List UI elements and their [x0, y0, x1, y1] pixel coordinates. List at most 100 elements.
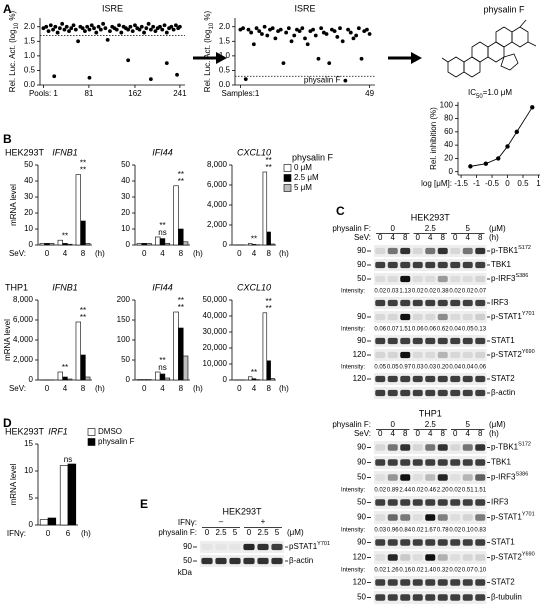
row-label: IRF3 [491, 498, 509, 507]
y-tick-label: 200 [117, 295, 131, 304]
band [475, 539, 486, 546]
row-label: p-TBK1S172 [491, 442, 531, 452]
band [450, 594, 461, 601]
x-tick-label: 0 [45, 384, 50, 393]
bar [164, 377, 170, 381]
row-label: p-STAT1Y701 [491, 512, 535, 522]
mw-marker: 90 [357, 246, 366, 255]
bar [62, 243, 68, 246]
point [281, 61, 286, 66]
point [483, 161, 489, 166]
band [425, 474, 436, 481]
band [257, 543, 269, 551]
point [144, 26, 149, 31]
y-tick-label: 30 [121, 192, 130, 201]
row-label: p-STAT2Y690 [491, 552, 535, 562]
intensity-value: 0.03 [387, 289, 399, 295]
panel-label: D [3, 416, 12, 430]
mw-marker: 120 [353, 374, 367, 383]
band [425, 539, 436, 546]
x-tick-label: 0 [237, 249, 242, 258]
y-tick-label: 100 [440, 100, 454, 109]
intensity-value: 0.04 [449, 365, 461, 371]
intensity-value: 0.02 [449, 289, 461, 295]
chart-title: CXCL10 [237, 147, 271, 157]
bar [178, 327, 184, 381]
point [126, 27, 131, 32]
band [450, 474, 461, 481]
band [437, 275, 448, 283]
panel-label: A [3, 2, 12, 16]
point [151, 24, 156, 29]
band [425, 275, 436, 283]
band [201, 543, 213, 551]
significance: ** [266, 304, 272, 313]
label-part: 10 [14, 22, 20, 29]
band [412, 261, 423, 269]
point [514, 129, 519, 135]
dose-unit: (μM) [489, 224, 506, 233]
chart-title: IFNB1 [52, 147, 78, 157]
band [387, 337, 398, 345]
x-tick-label: 0 [237, 384, 242, 393]
label-part: 50 [476, 94, 483, 100]
x-axis-label: SeV: [9, 249, 26, 258]
dose-unit: (μM) [489, 420, 506, 429]
x-tick-label: 4 [252, 249, 257, 258]
band [437, 375, 448, 383]
y-tick-label: 30 [24, 192, 33, 201]
mw-marker: 120 [353, 578, 367, 587]
x-tick-label: 8 [81, 384, 86, 393]
y-tick-label: 20 [121, 208, 130, 217]
dose-label: 2.5 [425, 420, 437, 429]
bond [527, 41, 537, 47]
band [400, 539, 411, 546]
significance: ** [62, 231, 68, 240]
band [437, 389, 448, 397]
significance: ns [158, 363, 166, 372]
band [387, 539, 398, 546]
point [83, 29, 87, 34]
mw-marker: 50 [357, 473, 366, 482]
mw-unit: kDa [178, 568, 193, 577]
intensity-value: 0.04 [449, 327, 461, 333]
chart-title: IFI44 [152, 282, 173, 292]
band [412, 247, 423, 255]
point [41, 26, 46, 31]
bar [80, 354, 86, 381]
y-tick-label: 0 [126, 375, 131, 384]
legend-swatch [87, 428, 96, 436]
dose-label: 2.5 [257, 528, 269, 537]
intensity-value: 0.05 [387, 365, 399, 371]
panel-label: B [3, 132, 12, 146]
point [343, 78, 348, 83]
band [425, 594, 436, 601]
x-tick-label: 0 [45, 249, 50, 258]
x-axis-unit: (h) [279, 249, 289, 258]
cell-line: THP1 [5, 282, 28, 292]
point [365, 27, 369, 32]
bar [39, 243, 45, 246]
point [273, 36, 278, 41]
significance: ** [80, 313, 86, 322]
intensity-value: 2.20 [437, 488, 449, 494]
label-part: p-IRF3 [491, 274, 516, 283]
band [412, 594, 423, 601]
point [289, 39, 294, 44]
point [148, 77, 153, 82]
y-tick-label: 40 [444, 140, 453, 149]
band [437, 579, 448, 586]
x-tick-label: 0 [142, 384, 147, 393]
point [119, 30, 124, 35]
y-tick-label: 50 [24, 160, 33, 169]
band [400, 389, 411, 397]
legend-swatch [283, 174, 292, 182]
cell-line: HEK293T [5, 147, 45, 157]
point [142, 30, 146, 35]
band [229, 543, 241, 551]
intensity-value: 1.51 [399, 327, 411, 333]
bar [182, 241, 189, 246]
band [450, 499, 461, 506]
intensity-value: 2.44 [399, 488, 411, 494]
